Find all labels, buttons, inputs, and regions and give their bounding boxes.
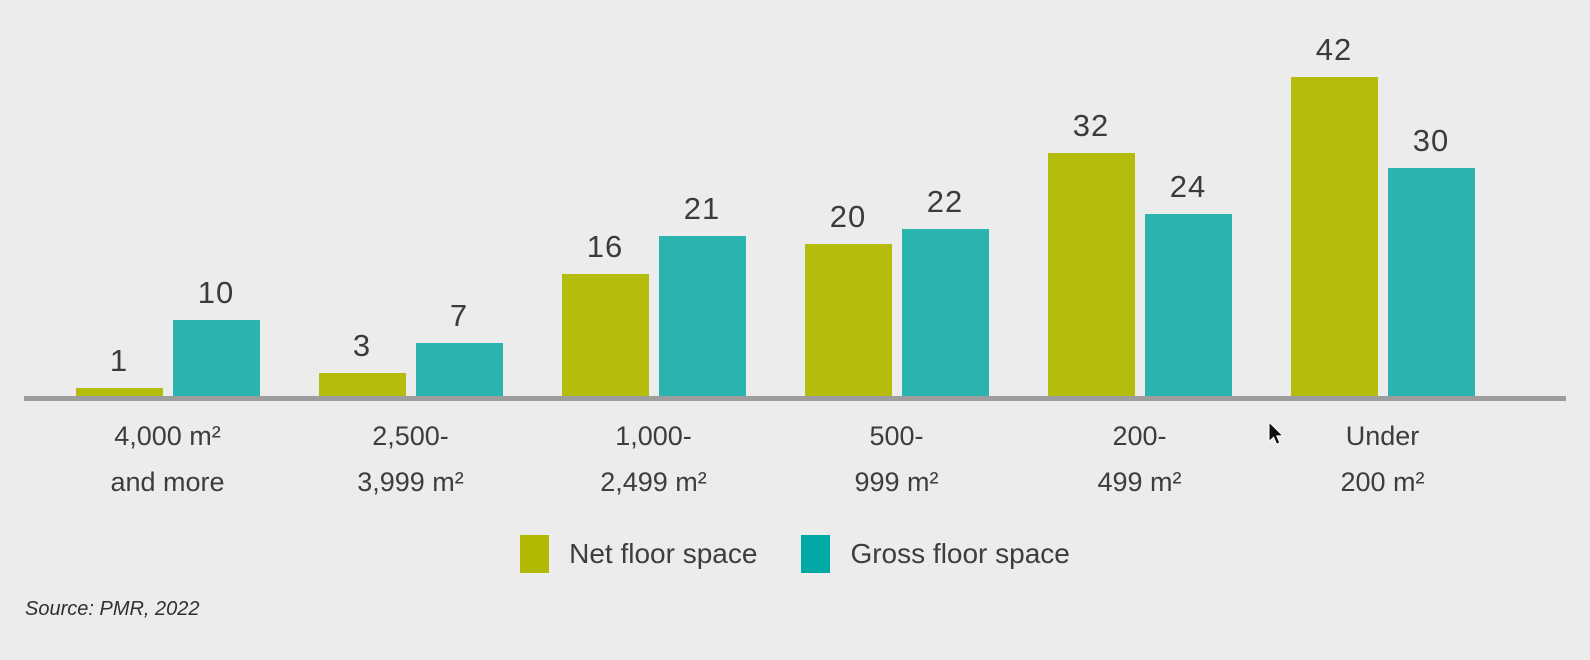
bar-group: 42 30 xyxy=(1261,32,1504,396)
gross-floor-space-bar xyxy=(415,343,503,396)
net-floor-space-bar-column: 20 xyxy=(804,199,892,396)
net-floor-space-bar-column: 42 xyxy=(1290,32,1378,396)
source-note: Source: PMR, 2022 xyxy=(25,598,200,620)
category-label: 200- 499 m² xyxy=(1018,413,1261,505)
gross-floor-space-bar xyxy=(658,236,746,396)
bar-value-label: 3 xyxy=(352,328,372,363)
gross-floor-space-bar xyxy=(172,320,260,396)
category-label-line: 200 m² xyxy=(1340,467,1425,497)
gross-floor-space-bar xyxy=(901,229,989,396)
bar-chart: 1 10 3 7 16 21 20 22 32 24 42 30 4,000 m² and more 2,… xyxy=(0,32,1590,620)
bar-value-label: 7 xyxy=(449,298,469,333)
bar-group: 1 10 xyxy=(46,275,289,396)
gross-floor-space-bar-column: 21 xyxy=(658,191,746,396)
category-label-line: and more xyxy=(110,467,225,497)
gross-floor-space-bar-column: 7 xyxy=(415,298,503,396)
net-floor-space-bar-column: 1 xyxy=(75,343,163,396)
gross-floor-space-bar xyxy=(1387,168,1475,396)
gross-floor-space-bar-column: 10 xyxy=(172,275,260,396)
gross-floor-space-swatch-icon xyxy=(801,535,831,573)
bar-group: 20 22 xyxy=(775,184,1018,396)
bar-value-label: 32 xyxy=(1072,108,1110,143)
bar-value-label: 1 xyxy=(109,343,129,378)
bar-group: 16 21 xyxy=(532,191,775,396)
category-label: Under 200 m² xyxy=(1261,413,1504,505)
legend-label: Net floor space xyxy=(569,538,758,569)
legend: Net floor space Gross floor space xyxy=(0,535,1590,573)
net-floor-space-bar xyxy=(561,274,649,396)
category-label: 500- 999 m² xyxy=(775,413,1018,505)
category-label-line: 200- xyxy=(1112,421,1167,451)
bar-value-label: 21 xyxy=(683,191,721,226)
legend-item-gross-floor-space: Gross floor space xyxy=(801,535,1070,573)
x-axis-line xyxy=(24,396,1566,401)
net-floor-space-bar-column: 16 xyxy=(561,229,649,396)
plot-area: 1 10 3 7 16 21 20 22 32 24 42 30 xyxy=(46,32,1504,396)
category-label: 2,500- 3,999 m² xyxy=(289,413,532,505)
net-floor-space-bar xyxy=(804,244,892,396)
category-label: 4,000 m² and more xyxy=(46,413,289,505)
category-axis-labels: 4,000 m² and more 2,500- 3,999 m² 1,000- 2,49… xyxy=(0,401,1590,505)
category-label-line: 2,500- xyxy=(372,421,449,451)
bar-value-label: 30 xyxy=(1412,123,1450,158)
bar-value-label: 10 xyxy=(197,275,235,310)
net-floor-space-bar-column: 3 xyxy=(318,328,406,396)
category-label-line: 2,499 m² xyxy=(600,467,707,497)
category-label-line: 999 m² xyxy=(854,467,939,497)
bar-value-label: 16 xyxy=(586,229,624,264)
bar-value-label: 42 xyxy=(1315,32,1353,67)
net-floor-space-bar xyxy=(75,388,163,396)
category-label-line: 4,000 m² xyxy=(114,421,221,451)
gross-floor-space-bar-column: 30 xyxy=(1387,123,1475,396)
gross-floor-space-bar-column: 22 xyxy=(901,184,989,396)
bar-value-label: 20 xyxy=(829,199,867,234)
net-floor-space-swatch-icon xyxy=(520,535,550,573)
category-label-line: 500- xyxy=(869,421,924,451)
legend-label: Gross floor space xyxy=(850,538,1070,569)
gross-floor-space-bar-column: 24 xyxy=(1144,169,1232,396)
category-label-line: 3,999 m² xyxy=(357,467,464,497)
net-floor-space-bar xyxy=(1290,77,1378,396)
net-floor-space-bar xyxy=(318,373,406,396)
category-label-line: Under xyxy=(1345,421,1420,451)
category-label-line: 1,000- xyxy=(615,421,692,451)
net-floor-space-bar xyxy=(1047,153,1135,396)
bar-value-label: 22 xyxy=(926,184,964,219)
bar-value-label: 24 xyxy=(1169,169,1207,204)
legend-item-net-floor-space: Net floor space xyxy=(520,535,757,573)
net-floor-space-bar-column: 32 xyxy=(1047,108,1135,396)
category-label: 1,000- 2,499 m² xyxy=(532,413,775,505)
mouse-cursor-icon xyxy=(1268,421,1284,445)
bar-group: 32 24 xyxy=(1018,108,1261,396)
category-label-line: 499 m² xyxy=(1097,467,1182,497)
gross-floor-space-bar xyxy=(1144,214,1232,396)
